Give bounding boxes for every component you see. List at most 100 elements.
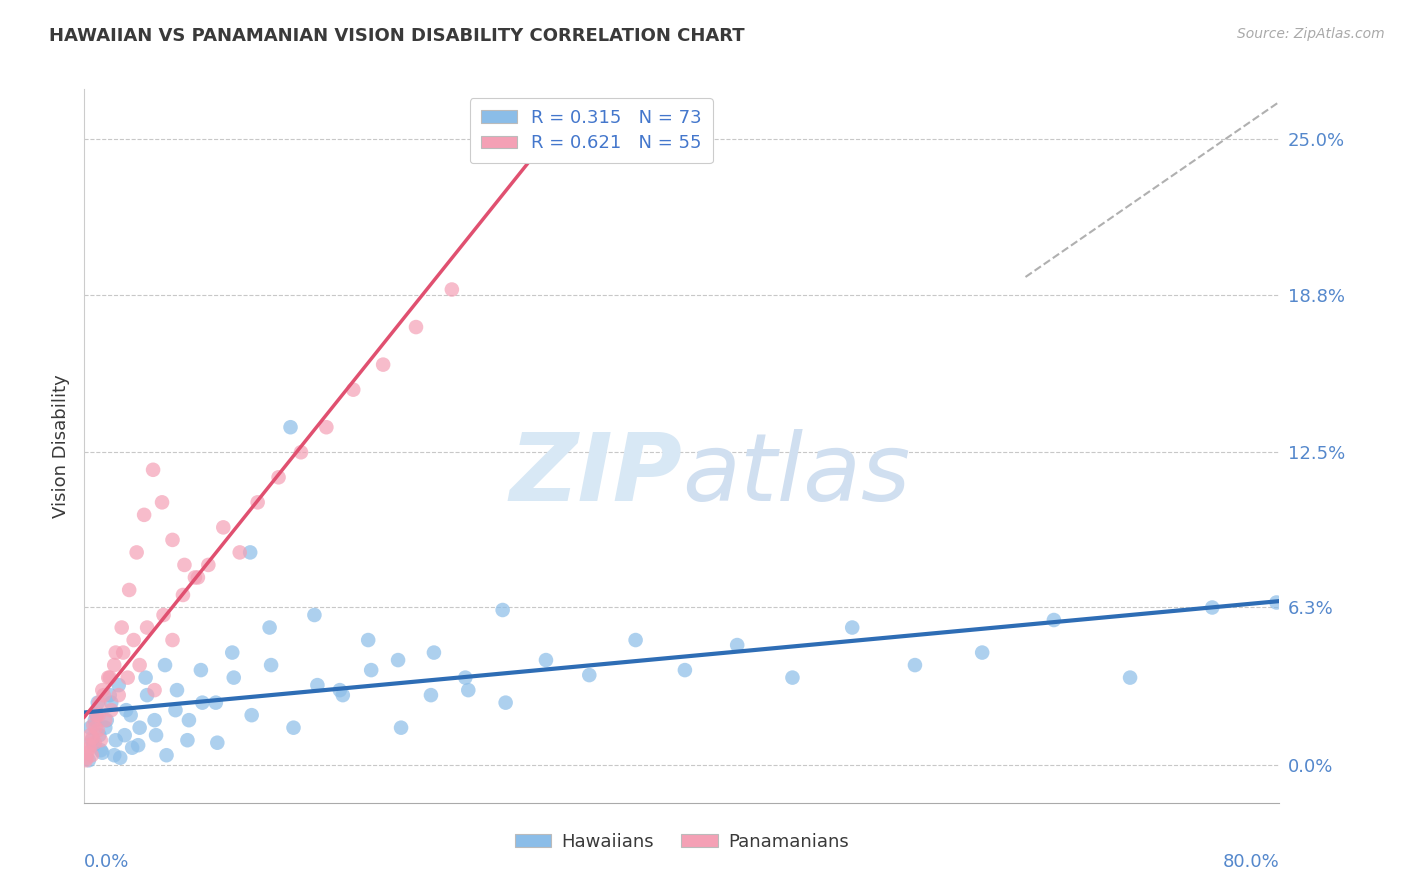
Point bbox=[98, 688, 121, 702]
Point bbox=[165, 703, 187, 717]
Point bbox=[290, 445, 312, 459]
Point bbox=[103, 748, 125, 763]
Point bbox=[76, 750, 98, 764]
Point bbox=[176, 733, 198, 747]
Legend: Hawaiians, Panamanians: Hawaiians, Panamanians bbox=[508, 826, 856, 858]
Point bbox=[110, 750, 132, 764]
Point bbox=[87, 708, 110, 723]
Point bbox=[89, 728, 111, 742]
Point bbox=[389, 721, 412, 735]
Point bbox=[841, 621, 863, 635]
Point bbox=[150, 495, 173, 509]
Point bbox=[86, 708, 108, 723]
Point bbox=[77, 738, 100, 752]
Point bbox=[304, 607, 326, 622]
Point bbox=[77, 753, 100, 767]
Point bbox=[315, 420, 337, 434]
Point bbox=[221, 646, 243, 660]
Point bbox=[239, 545, 262, 559]
Point bbox=[75, 753, 97, 767]
Point bbox=[280, 420, 302, 434]
Point bbox=[246, 495, 269, 509]
Point bbox=[82, 738, 104, 752]
Point bbox=[260, 658, 283, 673]
Point bbox=[135, 671, 157, 685]
Text: HAWAIIAN VS PANAMANIAN VISION DISABILITY CORRELATION CHART: HAWAIIAN VS PANAMANIAN VISION DISABILITY… bbox=[49, 27, 745, 45]
Point bbox=[104, 646, 127, 660]
Point bbox=[121, 740, 143, 755]
Point bbox=[91, 683, 114, 698]
Point bbox=[93, 688, 115, 702]
Point bbox=[267, 470, 290, 484]
Point bbox=[145, 728, 167, 742]
Point bbox=[152, 607, 174, 622]
Point bbox=[107, 678, 129, 692]
Point bbox=[1043, 613, 1066, 627]
Point bbox=[79, 740, 101, 755]
Point bbox=[80, 748, 103, 763]
Point bbox=[136, 621, 159, 635]
Point bbox=[624, 633, 647, 648]
Point bbox=[91, 746, 114, 760]
Point bbox=[457, 683, 479, 698]
Point bbox=[112, 646, 135, 660]
Point bbox=[128, 658, 150, 673]
Point bbox=[87, 696, 110, 710]
Text: atlas: atlas bbox=[682, 429, 910, 520]
Text: ZIP: ZIP bbox=[509, 428, 682, 521]
Point bbox=[82, 731, 104, 745]
Point bbox=[1201, 600, 1223, 615]
Point bbox=[332, 688, 354, 702]
Point bbox=[84, 721, 107, 735]
Point bbox=[342, 383, 364, 397]
Text: 80.0%: 80.0% bbox=[1223, 853, 1279, 871]
Point bbox=[329, 683, 352, 698]
Point bbox=[104, 733, 127, 747]
Point bbox=[115, 703, 138, 717]
Point bbox=[83, 736, 105, 750]
Point bbox=[125, 545, 148, 559]
Point bbox=[1119, 671, 1142, 685]
Point bbox=[184, 570, 207, 584]
Text: Source: ZipAtlas.com: Source: ZipAtlas.com bbox=[1237, 27, 1385, 41]
Point bbox=[972, 646, 994, 660]
Point bbox=[534, 653, 557, 667]
Point bbox=[172, 588, 194, 602]
Point bbox=[79, 721, 101, 735]
Point bbox=[100, 696, 122, 710]
Point bbox=[440, 283, 463, 297]
Point bbox=[107, 688, 129, 702]
Point bbox=[166, 683, 188, 698]
Point bbox=[405, 320, 427, 334]
Point bbox=[240, 708, 263, 723]
Point bbox=[114, 728, 136, 742]
Point bbox=[229, 545, 252, 559]
Point bbox=[190, 663, 212, 677]
Point bbox=[143, 713, 166, 727]
Point bbox=[162, 633, 184, 648]
Point bbox=[90, 733, 112, 747]
Point bbox=[89, 696, 111, 710]
Point bbox=[373, 358, 395, 372]
Point bbox=[173, 558, 195, 572]
Point bbox=[1265, 595, 1288, 609]
Point bbox=[117, 671, 139, 685]
Point bbox=[177, 713, 200, 727]
Point bbox=[136, 688, 159, 702]
Point bbox=[205, 696, 228, 710]
Point bbox=[454, 671, 477, 685]
Point bbox=[155, 748, 177, 763]
Point bbox=[283, 721, 305, 735]
Point bbox=[162, 533, 184, 547]
Point bbox=[782, 671, 804, 685]
Y-axis label: Vision Disability: Vision Disability bbox=[52, 374, 70, 518]
Point bbox=[79, 728, 101, 742]
Point bbox=[80, 733, 103, 747]
Point bbox=[132, 508, 156, 522]
Point bbox=[578, 668, 600, 682]
Point bbox=[96, 713, 118, 727]
Point bbox=[94, 713, 117, 727]
Text: 0.0%: 0.0% bbox=[84, 853, 129, 871]
Point bbox=[191, 696, 214, 710]
Point bbox=[360, 663, 382, 677]
